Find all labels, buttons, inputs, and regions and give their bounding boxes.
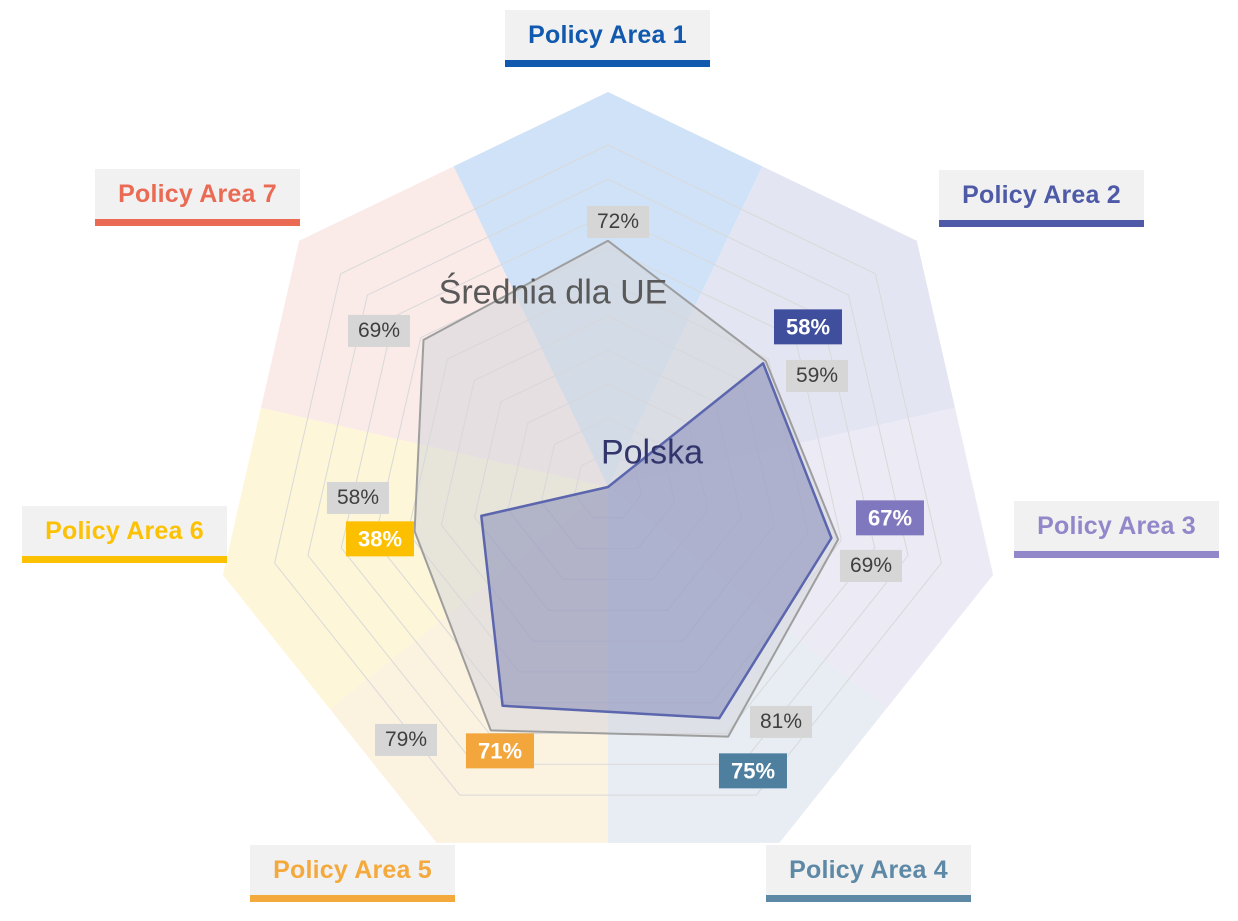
polska-value-badge-area-4: 75% — [718, 753, 788, 789]
eu-series-label: Średnia dla UE — [438, 273, 668, 312]
category-label-text: Policy Area 4 — [789, 855, 948, 884]
category-underline — [766, 895, 971, 902]
eu-value-badge-area-6: 58% — [326, 481, 390, 515]
category-label-text: Policy Area 5 — [273, 855, 432, 884]
category-label-area-7: Policy Area 7 — [95, 169, 300, 226]
category-underline — [95, 219, 300, 226]
category-label-area-2: Policy Area 2 — [939, 170, 1144, 227]
category-label-area-6: Policy Area 6 — [22, 506, 227, 563]
polska-value-badge-area-5: 71% — [465, 733, 535, 769]
category-label-text: Policy Area 1 — [528, 20, 687, 49]
eu-value-badge-area-2: 59% — [785, 359, 849, 393]
polska-value-badge-area-3: 67% — [855, 500, 925, 536]
polska-series-label: Polska — [600, 433, 704, 472]
eu-value-badge-area-5: 79% — [374, 723, 438, 757]
eu-value-badge-area-1: 72% — [586, 205, 650, 239]
polska-value-badge-area-6: 38% — [345, 521, 415, 557]
eu-value-badge-area-4: 81% — [749, 705, 813, 739]
category-label-text: Policy Area 6 — [45, 516, 204, 545]
category-underline — [505, 60, 710, 67]
category-label-area-1: Policy Area 1 — [505, 10, 710, 67]
polska-polygon — [480, 362, 833, 720]
category-underline — [1014, 551, 1219, 558]
grid-ring-100 — [274, 144, 942, 796]
category-label-area-5: Policy Area 5 — [250, 845, 455, 902]
category-label-text: Policy Area 2 — [962, 180, 1121, 209]
category-label-area-4: Policy Area 4 — [766, 845, 971, 902]
category-underline — [939, 220, 1144, 227]
eu-value-badge-area-7: 69% — [347, 314, 411, 348]
category-label-area-3: Policy Area 3 — [1014, 501, 1219, 558]
eu-value-badge-area-3: 69% — [839, 549, 903, 583]
category-underline — [22, 556, 227, 563]
category-underline — [250, 895, 455, 902]
polska-series — [480, 362, 833, 720]
category-label-text: Policy Area 7 — [118, 179, 277, 208]
category-label-text: Policy Area 3 — [1037, 511, 1196, 540]
polska-value-badge-area-2: 58% — [773, 309, 843, 345]
